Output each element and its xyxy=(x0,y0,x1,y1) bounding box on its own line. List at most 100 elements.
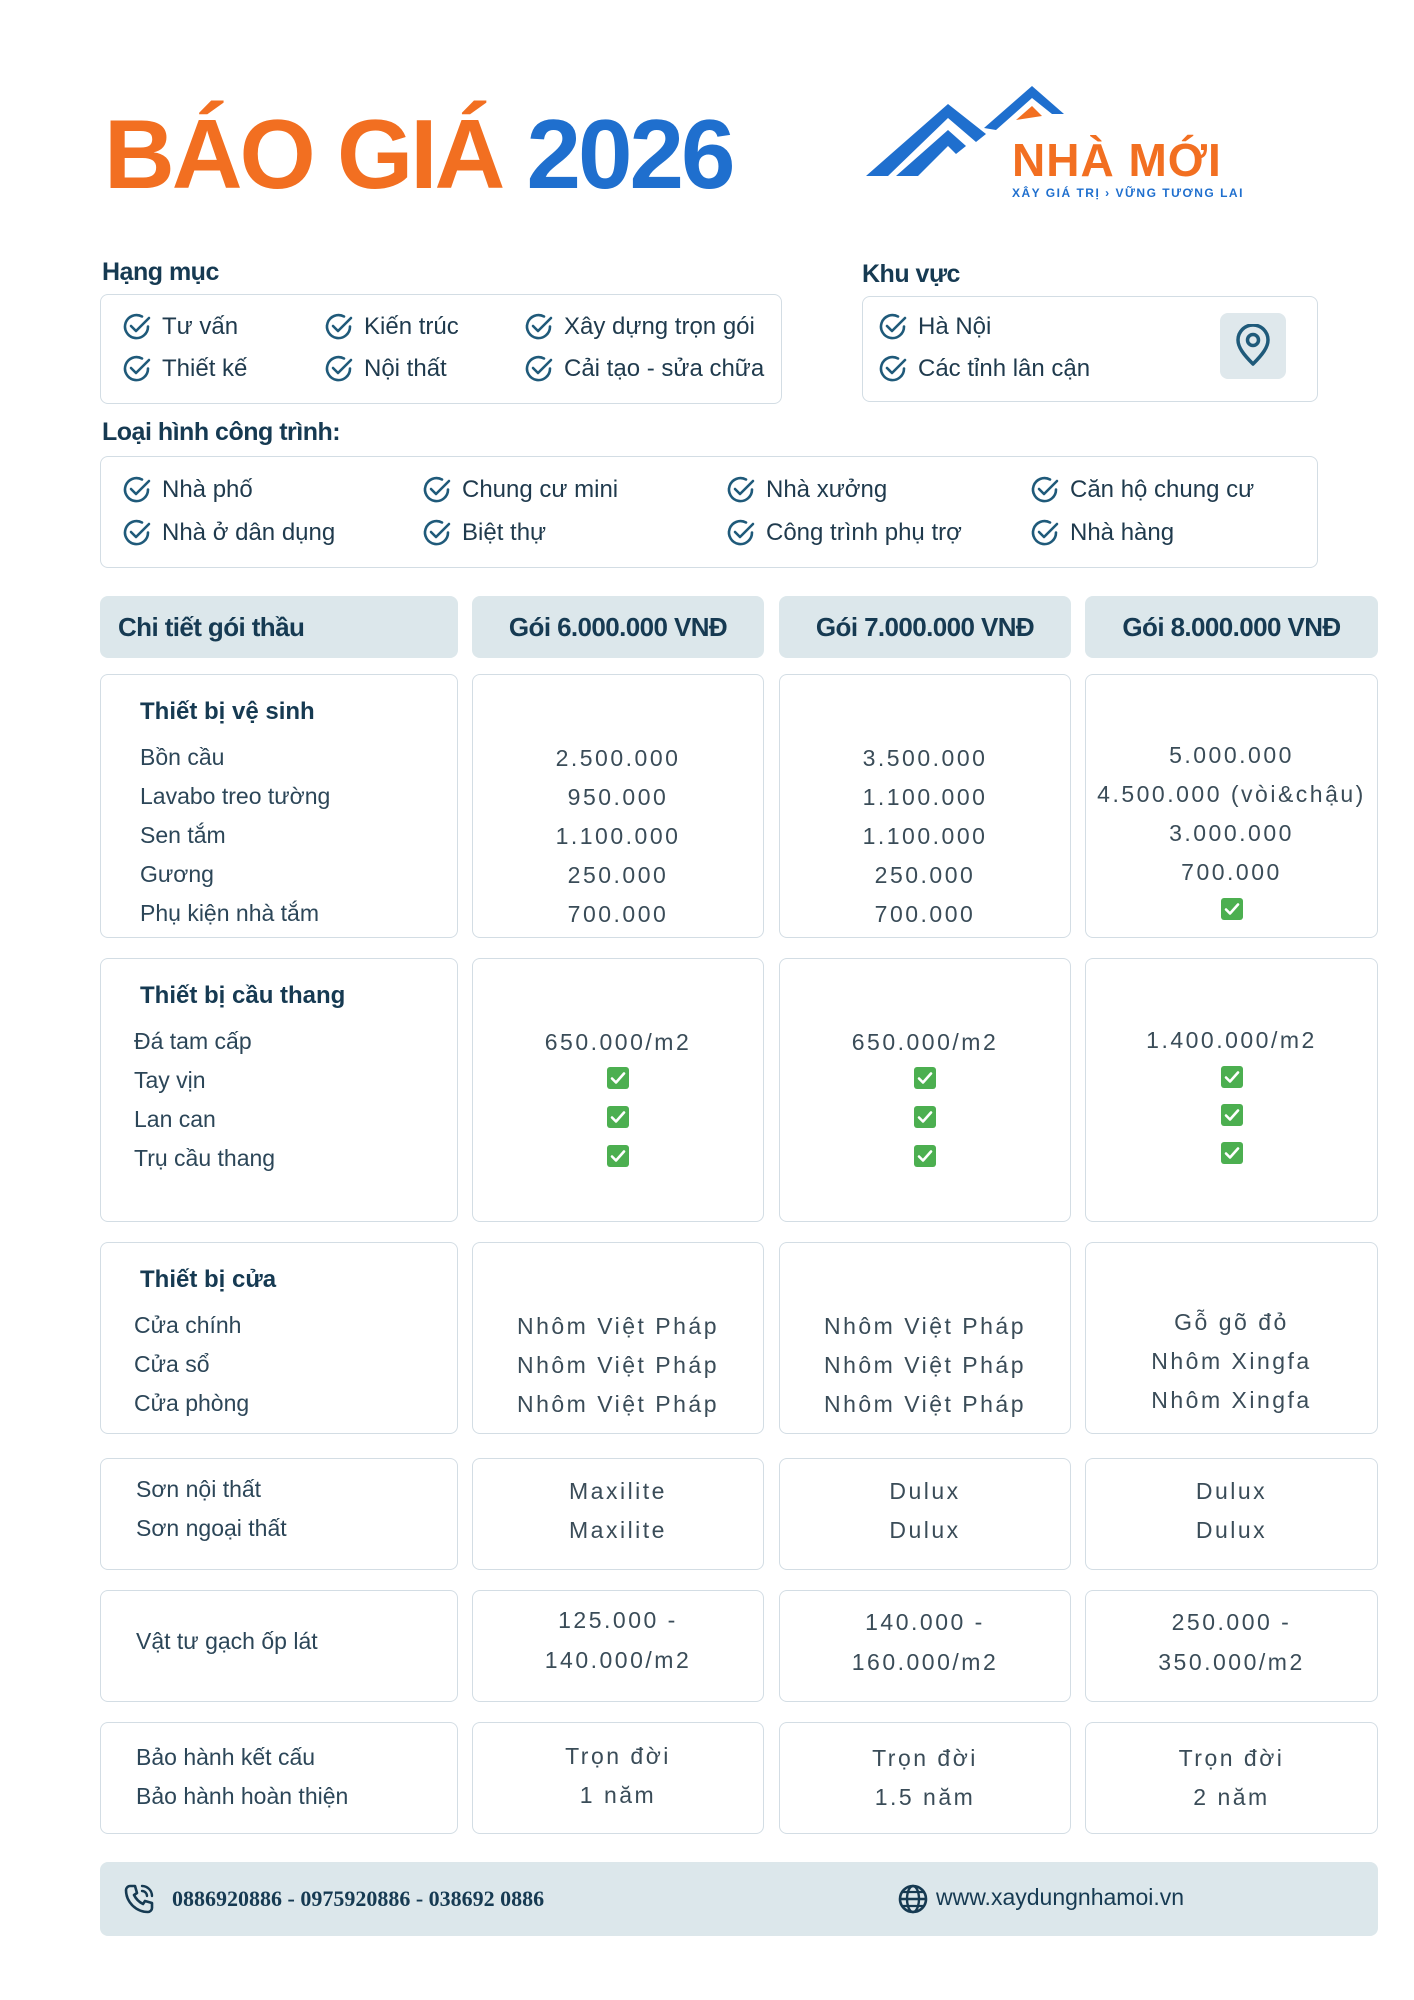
hang-muc-item: Nội thất xyxy=(324,354,447,384)
table-header-details: Chi tiết gói thầu xyxy=(100,596,458,658)
phone-numbers[interactable]: 0886920886 - 0975920886 - 038692 0886 xyxy=(172,1886,545,1911)
contact-footer: 0886920886 - 0975920886 - 038692 0886 ww… xyxy=(100,1862,1378,1936)
price-value: 650.000/m2 xyxy=(851,1029,999,1055)
location-pin-icon xyxy=(1236,324,1270,366)
warranty-value: Trọn đời xyxy=(1178,1745,1285,1771)
phone-icon xyxy=(124,1884,154,1914)
khu-vuc-item: Hà Nội xyxy=(878,312,991,342)
loai-hinh-item: Nhà xưởng xyxy=(726,475,887,505)
check-circle-icon xyxy=(727,476,755,503)
table-cell xyxy=(1085,674,1378,938)
price-value: 3.000.000 xyxy=(1169,820,1294,846)
row-label: Sen tắm xyxy=(140,822,226,848)
row-label: Cửa phòng xyxy=(134,1390,250,1416)
table-cell xyxy=(472,674,764,938)
check-circle-icon xyxy=(1031,476,1059,503)
hang-muc-item: Thiết kế xyxy=(122,354,247,384)
price-value: 650.000/m2 xyxy=(544,1029,692,1055)
loai-hinh-item: Nhà phố xyxy=(122,475,253,505)
table-cell xyxy=(1085,1590,1378,1702)
logo-tagline: XÂY GIÁ TRỊ › VỮNG TƯƠNG LAI xyxy=(1012,186,1244,200)
loai-hinh-item: Nhà ở dân dụng xyxy=(122,518,335,548)
hang-muc-box xyxy=(100,294,782,404)
included-check-icon xyxy=(914,1106,936,1128)
price-value: 1.100.000 xyxy=(862,784,988,810)
table-row xyxy=(100,1590,458,1702)
included-check-icon xyxy=(607,1067,629,1089)
table-row xyxy=(100,1458,458,1570)
material-value: Nhôm Việt Pháp xyxy=(823,1352,1027,1378)
loai-hinh-box xyxy=(100,456,1318,568)
price-value: 350.000/m2 xyxy=(1158,1649,1305,1675)
logo-roof-icon: NHÀ MỚI xyxy=(866,86,1222,186)
included-check-icon xyxy=(1221,1066,1243,1088)
row-label: Lan can xyxy=(134,1106,216,1132)
hang-muc-item: Cải tạo - sửa chữa xyxy=(524,354,764,384)
table-cell xyxy=(472,1458,764,1570)
table-header-package-6m: Gói 6.000.000 VNĐ xyxy=(472,596,764,658)
hang-muc-item: Tư vấn xyxy=(122,312,238,342)
included-check-icon xyxy=(914,1067,936,1089)
row-label: Tay vịn xyxy=(134,1067,206,1093)
table-header-package-8m: Gói 8.000.000 VNĐ xyxy=(1085,596,1378,658)
price-value: 250.000 xyxy=(567,862,669,888)
check-circle-icon xyxy=(325,313,353,340)
table-cell xyxy=(779,1458,1071,1570)
material-value: Nhôm Việt Pháp xyxy=(823,1313,1027,1339)
material-value: Maxilite xyxy=(569,1517,667,1543)
price-value: 1.400.000/m2 xyxy=(1146,1027,1317,1053)
warranty-value: Trọn đời xyxy=(872,1745,978,1771)
hang-muc-label: Hạng mục xyxy=(102,258,219,286)
row-label: Vật tư gạch ốp lát xyxy=(136,1628,318,1654)
khu-vuc-label: Khu vực xyxy=(862,260,960,288)
included-check-icon xyxy=(914,1145,936,1167)
price-value: 1.100.000 xyxy=(862,823,988,849)
table-cell xyxy=(1085,1242,1378,1434)
price-value: 5.000.000 xyxy=(1169,742,1294,768)
price-value: 700.000 xyxy=(874,901,976,927)
price-value: 4.500.000 (vòi&chậu) xyxy=(1097,781,1366,807)
material-value: Nhôm Xingfa xyxy=(1151,1348,1312,1374)
check-circle-icon xyxy=(879,355,907,382)
website-link[interactable]: www.xaydungnhamoi.vn xyxy=(936,1884,1185,1910)
loai-hinh-item: Chung cư mini xyxy=(422,475,618,505)
table-cell xyxy=(472,958,764,1222)
material-value: Dulux xyxy=(1195,1478,1268,1504)
table-row xyxy=(100,674,458,938)
price-value: 700.000 xyxy=(567,901,669,927)
row-label: Đá tam cấp xyxy=(134,1028,252,1054)
row-label: Cửa sổ xyxy=(134,1351,210,1377)
price-value: 1.100.000 xyxy=(555,823,681,849)
loai-hinh-item: Biệt thự xyxy=(422,518,546,548)
hang-muc-item: Xây dựng trọn gói xyxy=(524,312,755,342)
price-value: 3.500.000 xyxy=(862,745,988,771)
row-label: Sơn nội thất xyxy=(136,1476,262,1502)
included-check-icon xyxy=(607,1106,629,1128)
table-cell xyxy=(472,1242,764,1434)
location-pin-button[interactable] xyxy=(1220,313,1286,379)
table-cell xyxy=(472,1590,764,1702)
khu-vuc-item: Các tỉnh lân cận xyxy=(878,354,1090,384)
price-value: 250.000 xyxy=(874,862,976,888)
logo-wordmark: NHÀ MỚI xyxy=(1012,134,1222,186)
loai-hinh-item: Nhà hàng xyxy=(1030,518,1174,548)
included-check-icon xyxy=(1221,898,1243,920)
material-value: Nhôm Việt Pháp xyxy=(516,1352,720,1378)
included-check-icon xyxy=(1221,1142,1243,1164)
section-title: Thiết bị cửa xyxy=(140,1266,277,1293)
title-part-1: BÁO GIÁ xyxy=(104,99,505,209)
material-value: Maxilite xyxy=(569,1478,667,1504)
table-cell xyxy=(779,1242,1071,1434)
table-cell xyxy=(1085,1722,1378,1834)
row-label: Bảo hành hoàn thiện xyxy=(136,1783,349,1809)
check-circle-icon xyxy=(123,313,151,340)
row-label: Cửa chính xyxy=(134,1312,242,1338)
material-value: Nhôm Việt Pháp xyxy=(516,1391,720,1417)
price-value: 160.000/m2 xyxy=(851,1649,999,1675)
row-label: Sơn ngoại thất xyxy=(136,1515,287,1541)
warranty-value: 1.5 năm xyxy=(874,1784,976,1810)
hang-muc-item: Kiến trúc xyxy=(324,312,459,342)
table-row xyxy=(100,1722,458,1834)
table-cell xyxy=(779,674,1071,938)
price-value: 2.500.000 xyxy=(555,745,681,771)
